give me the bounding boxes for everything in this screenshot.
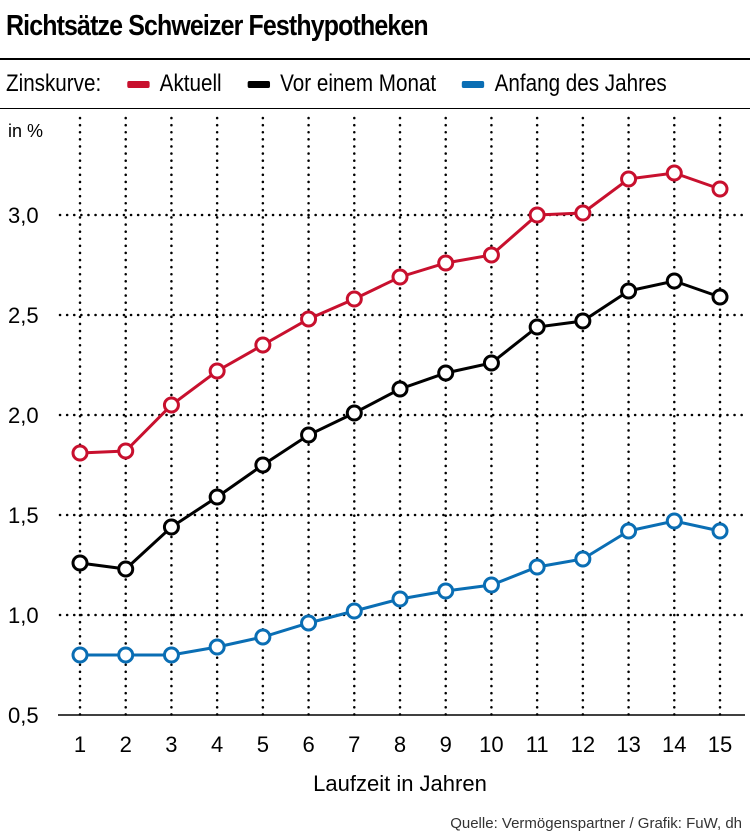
legend-item-vor-einem-monat: Vor einem Monat bbox=[247, 70, 436, 98]
data-point bbox=[665, 164, 683, 182]
data-point bbox=[620, 170, 638, 188]
data-point bbox=[665, 272, 683, 290]
data-point bbox=[254, 628, 272, 646]
x-tick-label: 9 bbox=[440, 732, 452, 757]
y-tick-label: 1,5 bbox=[8, 503, 39, 528]
x-tick-label: 13 bbox=[616, 732, 640, 757]
data-point bbox=[300, 426, 318, 444]
legend-divider bbox=[0, 108, 750, 109]
data-point bbox=[528, 206, 546, 224]
x-axis-label: Laufzeit in Jahren bbox=[313, 771, 487, 796]
legend-swatch bbox=[461, 80, 485, 88]
x-tick-label: 6 bbox=[302, 732, 314, 757]
data-point bbox=[620, 282, 638, 300]
data-point bbox=[208, 488, 226, 506]
data-point bbox=[528, 318, 546, 336]
data-point bbox=[711, 522, 729, 540]
legend-swatch bbox=[247, 80, 270, 88]
data-point bbox=[437, 254, 455, 272]
y-tick-label: 1,0 bbox=[8, 603, 39, 628]
data-point bbox=[711, 288, 729, 306]
legend-item-aktuell: Aktuell bbox=[127, 70, 222, 98]
y-tick-label: 2,0 bbox=[8, 403, 39, 428]
data-point bbox=[162, 396, 180, 414]
y-tick-label: 2,5 bbox=[8, 303, 39, 328]
x-tick-label: 11 bbox=[526, 732, 549, 757]
data-point bbox=[437, 364, 455, 382]
data-point bbox=[117, 560, 135, 578]
data-point bbox=[208, 638, 226, 656]
legend-label: Aktuell bbox=[159, 70, 222, 97]
data-point bbox=[528, 558, 546, 576]
data-point bbox=[71, 554, 89, 572]
legend-label: Anfang des Jahres bbox=[494, 70, 667, 97]
x-tick-label: 5 bbox=[257, 732, 269, 757]
data-point bbox=[391, 380, 409, 398]
y-tick-label: 3,0 bbox=[8, 203, 39, 228]
x-tick-label: 10 bbox=[479, 732, 503, 757]
data-point bbox=[665, 512, 683, 530]
data-point bbox=[391, 268, 409, 286]
data-point bbox=[71, 444, 89, 462]
x-tick-label: 7 bbox=[348, 732, 360, 757]
data-point bbox=[71, 646, 89, 664]
data-point bbox=[345, 602, 363, 620]
legend-swatch bbox=[127, 80, 150, 88]
data-point bbox=[574, 550, 592, 568]
data-point bbox=[162, 646, 180, 664]
data-point bbox=[482, 354, 500, 372]
legend-item-anfang-des-jahres: Anfang des Jahres bbox=[461, 70, 667, 98]
x-tick-label: 3 bbox=[165, 732, 177, 757]
x-tick-label: 12 bbox=[571, 732, 595, 757]
y-tick-label: 0,5 bbox=[8, 703, 39, 728]
legend-label: Vor einem Monat bbox=[280, 70, 437, 97]
data-point bbox=[254, 456, 272, 474]
data-point bbox=[482, 246, 500, 264]
data-point bbox=[620, 522, 638, 540]
data-point bbox=[391, 590, 409, 608]
chart-title: Richtsätze Schweizer Festhypotheken bbox=[6, 10, 429, 42]
title-divider bbox=[0, 58, 750, 60]
x-tick-label: 15 bbox=[708, 732, 732, 757]
data-point bbox=[117, 442, 135, 460]
data-point bbox=[208, 362, 226, 380]
y-axis-label: in % bbox=[8, 121, 43, 141]
legend-title: Zinskurve: bbox=[6, 70, 102, 97]
x-tick-label: 4 bbox=[211, 732, 223, 757]
data-point bbox=[300, 310, 318, 328]
data-point bbox=[574, 204, 592, 222]
data-point bbox=[345, 404, 363, 422]
data-point bbox=[162, 518, 180, 536]
data-point bbox=[345, 290, 363, 308]
series-line-anfang-des-jahres bbox=[80, 519, 721, 657]
source-note: Quelle: Vermögenspartner / Grafik: FuW, … bbox=[450, 815, 742, 832]
legend: Zinskurve: Aktuell Vor einem Monat Anfan… bbox=[6, 70, 667, 98]
x-tick-label: 8 bbox=[394, 732, 406, 757]
data-point bbox=[254, 336, 272, 354]
data-point bbox=[574, 312, 592, 330]
x-tick-label: 14 bbox=[662, 732, 686, 757]
data-point bbox=[482, 576, 500, 594]
x-tick-label: 2 bbox=[120, 732, 132, 757]
data-point bbox=[711, 180, 729, 198]
x-tick-label: 1 bbox=[74, 732, 86, 757]
data-point bbox=[300, 614, 318, 632]
data-point bbox=[437, 582, 455, 600]
data-point bbox=[117, 646, 135, 664]
